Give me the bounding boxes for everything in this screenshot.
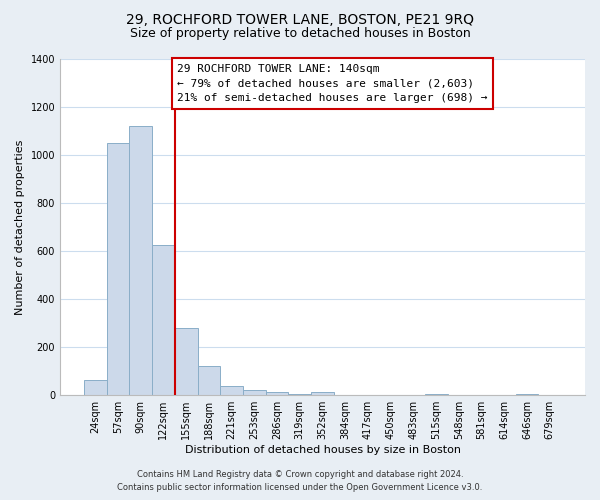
Y-axis label: Number of detached properties: Number of detached properties [15, 140, 25, 315]
Bar [152, 245, 175, 395]
Bar [289, 394, 311, 395]
Bar [197, 366, 220, 395]
Bar [243, 390, 266, 395]
Bar [130, 126, 152, 395]
Bar [220, 386, 243, 395]
Text: 29, ROCHFORD TOWER LANE, BOSTON, PE21 9RQ: 29, ROCHFORD TOWER LANE, BOSTON, PE21 9R… [126, 12, 474, 26]
Text: Contains HM Land Registry data © Crown copyright and database right 2024.
Contai: Contains HM Land Registry data © Crown c… [118, 470, 482, 492]
X-axis label: Distribution of detached houses by size in Boston: Distribution of detached houses by size … [185, 445, 461, 455]
Bar [311, 392, 334, 395]
Bar [515, 394, 538, 395]
Bar [107, 143, 130, 395]
Bar [425, 394, 448, 395]
Text: Size of property relative to detached houses in Boston: Size of property relative to detached ho… [130, 28, 470, 40]
Bar [175, 328, 197, 395]
Bar [84, 380, 107, 395]
Text: 29 ROCHFORD TOWER LANE: 140sqm
← 79% of detached houses are smaller (2,603)
21% : 29 ROCHFORD TOWER LANE: 140sqm ← 79% of … [177, 64, 488, 104]
Bar [266, 392, 289, 395]
